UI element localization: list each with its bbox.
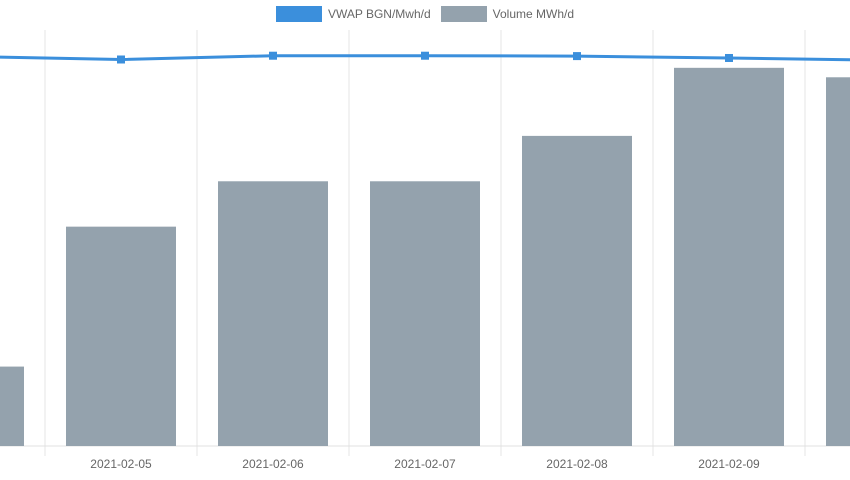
bar-volume <box>218 181 328 447</box>
legend-item-volume[interactable]: Volume MWh/d <box>440 6 575 22</box>
x-tick-label: 2021-02-08 <box>546 457 608 471</box>
bar-volume <box>0 366 24 446</box>
legend-item-vwap[interactable]: VWAP BGN/Mwh/d <box>275 6 431 22</box>
point-vwap <box>725 53 733 62</box>
bar-volume <box>370 181 480 447</box>
legend-swatch-volume <box>440 6 487 22</box>
bar-volume <box>522 135 632 446</box>
legend-swatch-vwap <box>275 6 322 22</box>
point-vwap <box>421 51 429 60</box>
point-vwap <box>573 52 581 61</box>
x-tick-label: 2021-02-07 <box>394 457 456 471</box>
x-tick-label: 2021-02-09 <box>698 457 760 471</box>
legend: VWAP BGN/Mwh/d Volume MWh/d <box>0 6 850 22</box>
bar-volume <box>826 77 850 446</box>
bar-volume <box>674 67 784 447</box>
point-vwap <box>117 55 125 64</box>
legend-label-vwap: VWAP BGN/Mwh/d <box>327 7 431 21</box>
point-vwap <box>269 51 277 60</box>
legend-label-volume: Volume MWh/d <box>492 7 575 21</box>
bar-volume <box>66 226 176 446</box>
x-tick-label: 2021-02-06 <box>242 457 304 471</box>
x-tick-label: 2021-02-05 <box>90 457 152 471</box>
